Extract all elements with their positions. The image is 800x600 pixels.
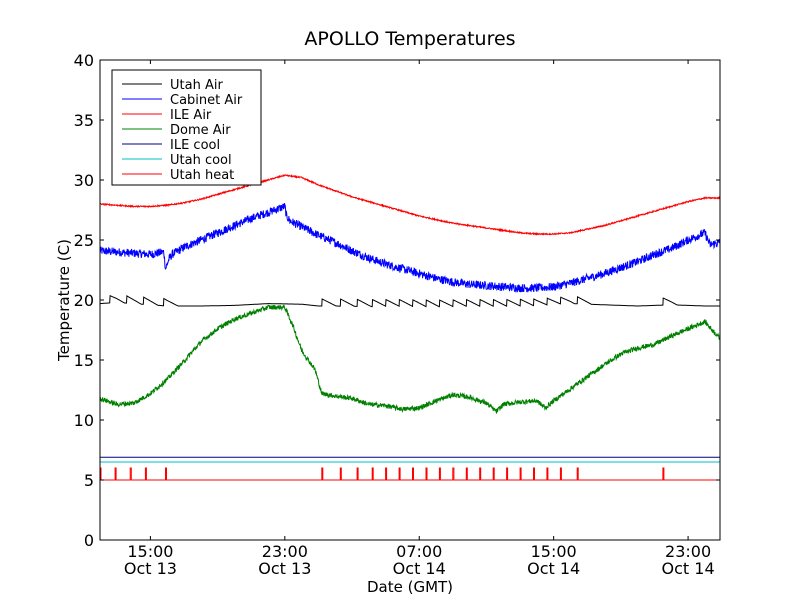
y-tick-label: 5 [84,471,94,490]
x-tick-label-time: 15:00 [531,542,577,561]
y-axis: 0 5 10 15 20 25 30 35 40 [74,51,720,550]
legend-box [111,69,262,186]
x-tick-label-date: Oct 13 [258,559,311,578]
series-utah-heat [99,467,720,481]
legend-label-ile-air: ILE Air [170,108,212,123]
x-tick-label-date: Oct 13 [124,559,177,578]
chart-title: APOLLO Temperatures [304,28,515,50]
legend-label-utah-cool: Utah cool [170,153,232,168]
x-tick-label-date: Oct 14 [393,559,446,578]
x-tick-label-date: Oct 14 [662,559,715,578]
y-tick-label: 30 [74,171,94,190]
y-axis-title: Temperature (C) [55,239,73,362]
x-tick-label-time: 15:00 [127,542,173,561]
y-tick-label: 15 [74,351,94,370]
x-tick-label-time: 07:00 [396,542,442,561]
legend-label-utah-heat: Utah heat [170,168,234,183]
x-tick-label-date: Oct 14 [527,559,580,578]
series-utah-air [100,294,720,308]
x-tick-label-time: 23:00 [262,542,308,561]
series-ile-air [99,173,721,236]
series-cabinet-air [99,203,721,293]
plot-series [99,173,721,481]
legend-label-ile-cool: ILE cool [170,138,220,153]
y-tick-label: 40 [74,51,94,70]
y-tick-label: 0 [84,531,94,550]
legend-label-dome-air: Dome Air [170,123,231,138]
legend-label-cabinet-air: Cabinet Air [170,93,243,108]
series-dome-air [99,304,721,414]
x-axis-title: Date (GMT) [367,578,453,596]
y-tick-label: 10 [74,411,94,430]
legend-label-utah-air: Utah Air [170,78,223,93]
x-tick-label-time: 23:00 [665,542,711,561]
y-tick-label: 35 [74,111,94,130]
y-tick-label: 25 [74,231,94,250]
y-tick-label: 20 [74,291,94,310]
